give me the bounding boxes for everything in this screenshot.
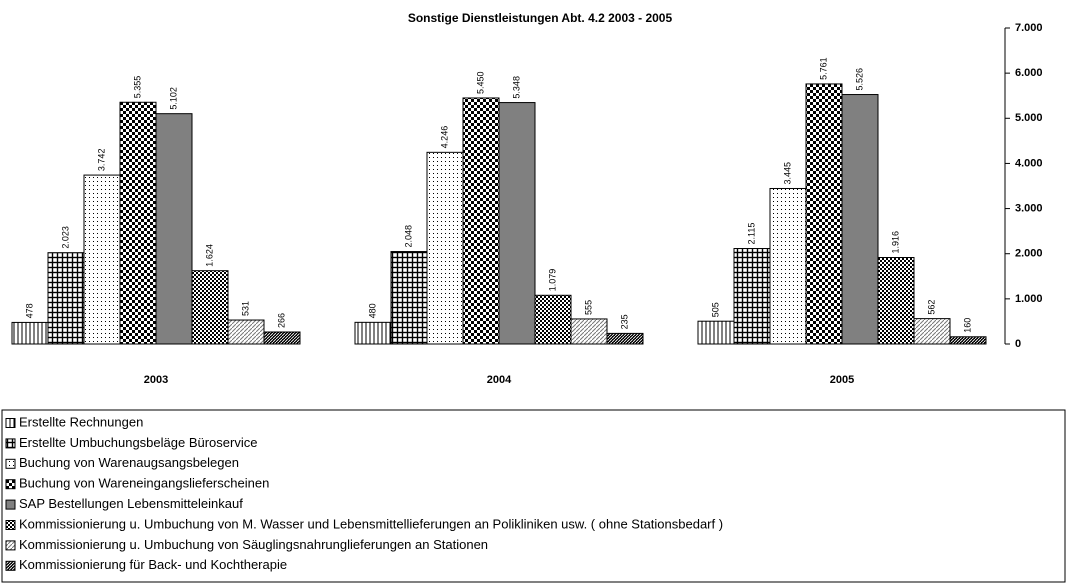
value-label: 478 bbox=[24, 303, 34, 318]
bar bbox=[877, 257, 915, 345]
bar bbox=[841, 94, 879, 345]
y-tick-label: 1.000 bbox=[1015, 293, 1043, 305]
y-tick-label: 5.000 bbox=[1015, 112, 1043, 124]
legend-label: Kommissionierung für Back- und Kochthera… bbox=[19, 557, 287, 572]
value-label: 235 bbox=[619, 314, 629, 329]
legend-swatch bbox=[5, 499, 16, 510]
bar bbox=[606, 332, 644, 345]
bar bbox=[733, 248, 771, 345]
bar bbox=[913, 318, 951, 345]
value-label: 1.624 bbox=[204, 244, 214, 267]
value-label: 505 bbox=[710, 302, 720, 317]
bar bbox=[805, 83, 843, 345]
value-label: 5.526 bbox=[854, 68, 864, 91]
legend-swatch bbox=[5, 540, 16, 551]
legend-swatch bbox=[5, 458, 16, 469]
bar bbox=[769, 187, 807, 345]
bar bbox=[426, 151, 464, 345]
legend-label: Kommissionierung u. Umbuchung von M. Was… bbox=[19, 516, 723, 531]
legend-box bbox=[1, 409, 1066, 583]
y-tick-label: 6.000 bbox=[1015, 67, 1043, 79]
value-label: 266 bbox=[276, 313, 286, 328]
value-label: 1.916 bbox=[890, 231, 900, 254]
legend-swatch bbox=[5, 560, 16, 571]
value-label: 5.348 bbox=[511, 76, 521, 99]
value-label: 160 bbox=[962, 318, 972, 333]
value-label: 555 bbox=[583, 300, 593, 315]
legend-label: Erstellte Rechnungen bbox=[19, 414, 143, 429]
value-label: 5.102 bbox=[168, 87, 178, 110]
y-tick-label: 7.000 bbox=[1015, 22, 1043, 34]
x-tick-label: 2005 bbox=[830, 374, 854, 386]
legend-label: Kommissionierung u. Umbuchung von Säugli… bbox=[19, 537, 488, 552]
value-label: 5.355 bbox=[132, 76, 142, 99]
bar bbox=[119, 101, 157, 345]
value-label: 2.115 bbox=[746, 223, 756, 245]
bar bbox=[263, 331, 301, 345]
value-label: 5.761 bbox=[818, 57, 828, 80]
value-label: 2.023 bbox=[60, 226, 70, 249]
value-label: 562 bbox=[926, 300, 936, 315]
legend-label: Buchung von Warenaugsangsbelegen bbox=[19, 455, 239, 470]
bar bbox=[390, 251, 428, 345]
y-tick-label: 4.000 bbox=[1015, 157, 1043, 169]
value-label: 4.246 bbox=[439, 126, 449, 149]
bar bbox=[155, 113, 193, 345]
value-label: 3.742 bbox=[96, 149, 106, 172]
bar bbox=[11, 321, 49, 345]
bar bbox=[354, 321, 392, 345]
y-tick-label: 3.000 bbox=[1015, 202, 1043, 214]
value-label: 2.048 bbox=[403, 225, 413, 248]
value-label: 5.450 bbox=[475, 71, 485, 94]
chart-title: Sonstige Dienstleistungen Abt. 4.2 2003 … bbox=[408, 11, 673, 25]
bar bbox=[570, 318, 608, 345]
legend-swatch bbox=[5, 479, 16, 490]
legend-swatch bbox=[5, 418, 16, 428]
bar bbox=[462, 97, 500, 345]
legend-swatch bbox=[5, 438, 16, 449]
bar bbox=[498, 102, 536, 345]
x-tick-label: 2003 bbox=[144, 374, 168, 386]
legend-label: SAP Bestellungen Lebensmitteleinkauf bbox=[19, 496, 243, 511]
value-label: 1.079 bbox=[547, 269, 557, 292]
y-tick-label: 2.000 bbox=[1015, 248, 1043, 260]
x-tick-label: 2004 bbox=[487, 374, 512, 386]
bar bbox=[534, 294, 572, 345]
legend-swatch bbox=[5, 520, 16, 530]
value-label: 3.445 bbox=[782, 162, 792, 185]
bar bbox=[83, 174, 121, 345]
value-label: 480 bbox=[367, 303, 377, 318]
bar bbox=[949, 336, 987, 345]
bar bbox=[191, 270, 229, 345]
bar bbox=[227, 319, 265, 345]
y-tick-label: 0 bbox=[1015, 338, 1021, 350]
legend-label: Erstellte Umbuchungsbeläge Büroservice bbox=[19, 435, 257, 450]
legend-label: Buchung von Wareneingangslieferscheinen bbox=[19, 476, 269, 491]
value-label: 531 bbox=[240, 301, 250, 316]
bar bbox=[697, 320, 735, 345]
bar bbox=[47, 252, 85, 345]
